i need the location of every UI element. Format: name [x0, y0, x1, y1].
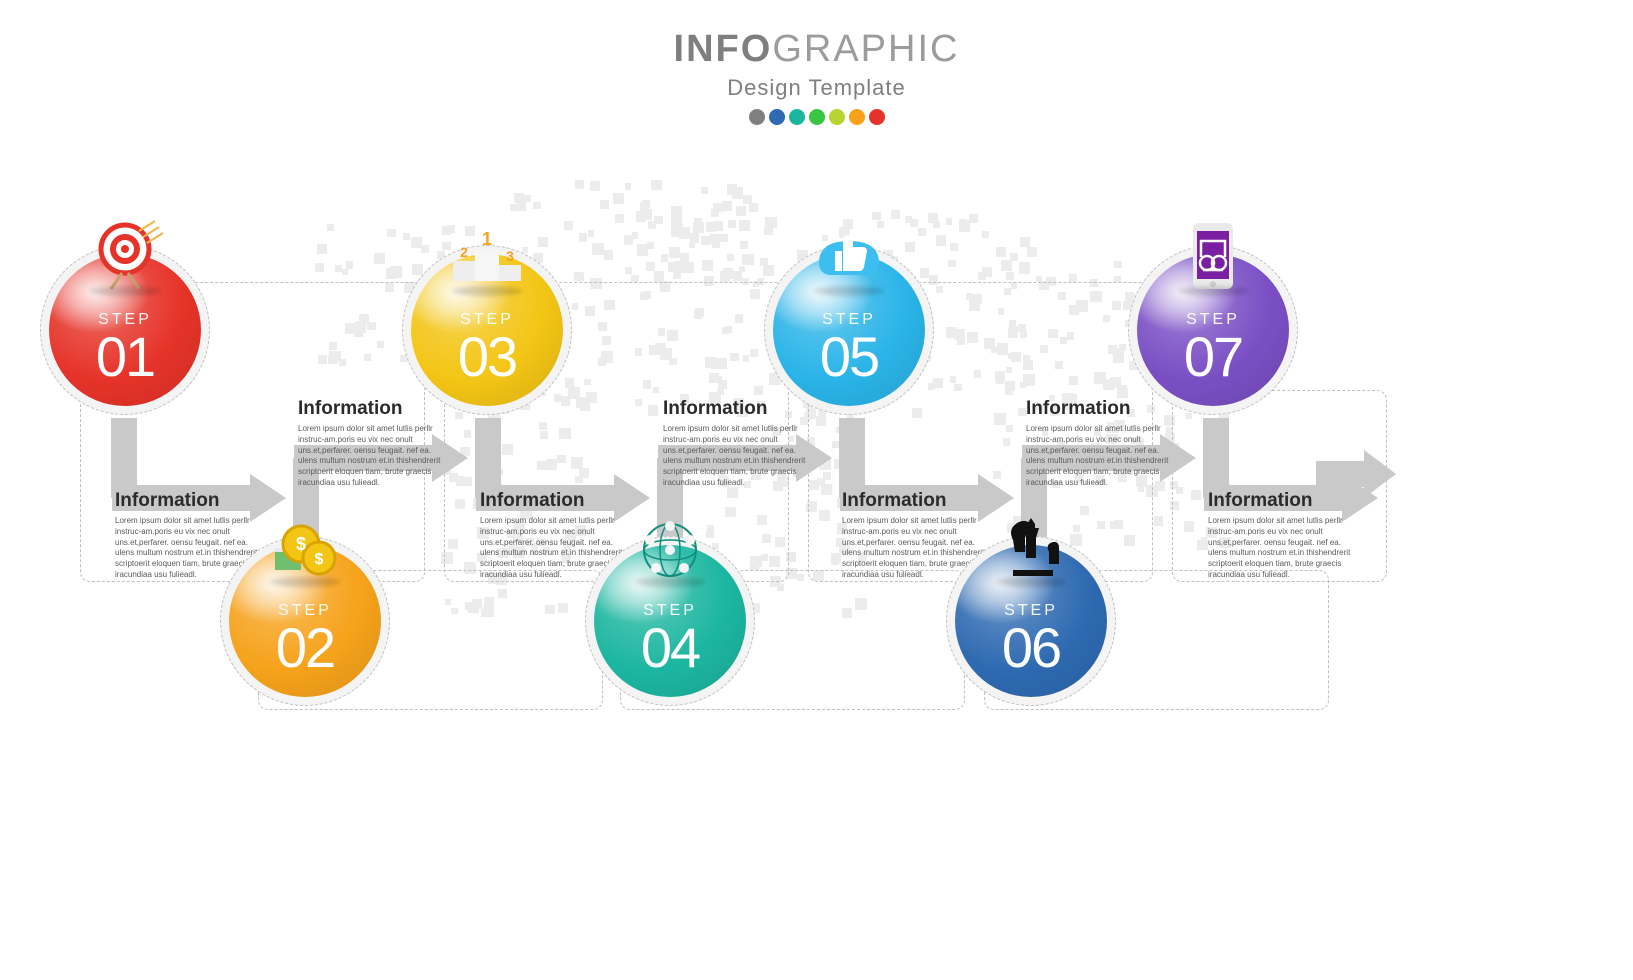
info-heading: Information — [480, 490, 630, 512]
info-body: Lorem ipsum dolor sit amet lutlis perllr… — [1026, 424, 1176, 489]
like-icon — [804, 220, 894, 290]
step-number: 07 — [1184, 329, 1242, 385]
target-icon — [80, 220, 170, 290]
info-heading: Information — [115, 490, 265, 512]
step-circle-06: STEP 06 — [946, 536, 1116, 706]
step-number: 03 — [458, 329, 516, 385]
info-heading: Information — [298, 398, 448, 420]
step-number: 06 — [1002, 620, 1060, 676]
podium-icon — [442, 220, 532, 290]
info-block-02: Information Lorem ipsum dolor sit amet l… — [298, 398, 448, 489]
money-icon — [260, 511, 350, 581]
phone-icon — [1168, 220, 1258, 290]
info-body: Lorem ipsum dolor sit amet lutlis perllr… — [298, 424, 448, 489]
step-circle-02: STEP 02 — [220, 536, 390, 706]
info-body: Lorem ipsum dolor sit amet lutlis perllr… — [1208, 516, 1358, 581]
info-heading: Information — [1026, 398, 1176, 420]
step-number: 04 — [641, 620, 699, 676]
info-block-04: Information Lorem ipsum dolor sit amet l… — [663, 398, 813, 489]
step-circle-04: STEP 04 — [585, 536, 755, 706]
step-number: 01 — [96, 329, 154, 385]
step-circle-05: STEP 05 — [764, 245, 934, 415]
canvas: STEP 01 Information Lorem ipsum dolor sit… — [0, 0, 1633, 980]
step-number: 02 — [276, 620, 334, 676]
globe-icon — [625, 511, 715, 581]
chess-icon — [986, 511, 1076, 581]
info-block-06: Information Lorem ipsum dolor sit amet l… — [1026, 398, 1176, 489]
info-heading: Information — [842, 490, 992, 512]
step-circle-03: STEP 03 — [402, 245, 572, 415]
info-heading: Information — [1208, 490, 1358, 512]
info-body: Lorem ipsum dolor sit amet lutlis perllr… — [663, 424, 813, 489]
info-block-07: Information Lorem ipsum dolor sit amet l… — [1208, 490, 1358, 581]
step-circle-07: STEP 07 — [1128, 245, 1298, 415]
info-heading: Information — [663, 398, 813, 420]
step-circle-01: STEP 01 — [40, 245, 210, 415]
step-number: 05 — [820, 329, 878, 385]
